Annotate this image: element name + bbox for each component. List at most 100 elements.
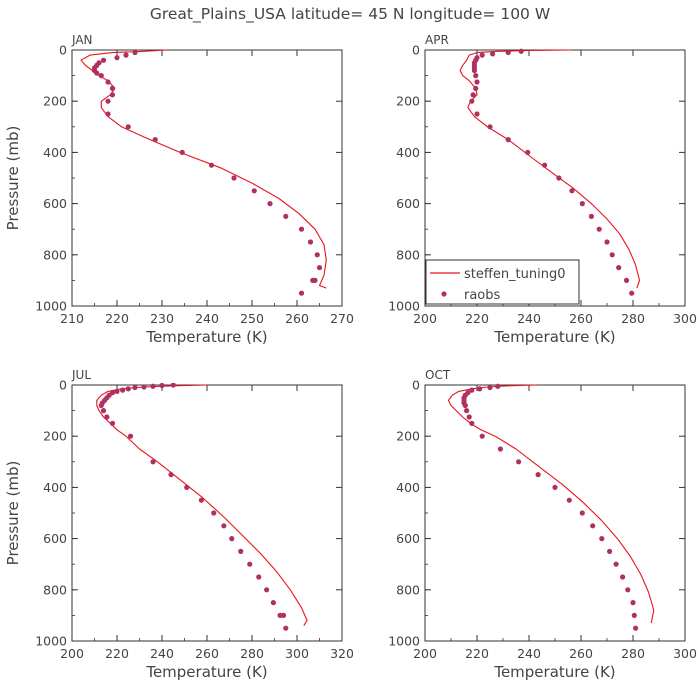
y-tick-label: 200 [43,429,67,444]
y-tick-label: 600 [43,196,67,211]
obs-point [505,137,511,143]
obs-point [473,85,479,91]
y-tick-label: 400 [43,145,67,160]
obs-point [221,523,227,529]
obs-point [469,387,475,393]
obs-point [247,561,253,567]
x-tick-label: 260 [569,311,593,326]
y-tick-label: 200 [43,94,67,109]
obs-point [264,587,270,593]
obs-point [487,124,493,130]
obs-point [125,386,131,392]
obs-point [490,51,496,57]
x-tick-label: 230 [150,311,174,326]
y-tick-label: 800 [43,247,67,262]
figure-title: Great_Plains_USA latitude= 45 N longitud… [150,5,550,24]
obs-point [470,92,476,98]
obs-point [607,548,613,555]
y-tick-label: 1000 [35,299,67,314]
obs-point [105,98,111,104]
y-tick-label: 200 [396,429,420,444]
series-line-steffen_tuning0 [96,384,308,626]
x-tick-label: 260 [569,646,593,661]
obs-point [479,433,485,439]
obs-point [566,497,572,503]
obs-point [229,536,235,542]
obs-point [599,536,605,542]
obs-point [535,472,541,478]
obs-point [310,277,316,283]
x-tick-label: 260 [195,646,219,661]
obs-point [184,484,190,490]
x-axis-label: Temperature (K) [493,663,615,681]
obs-point [152,137,158,143]
obs-point [314,252,320,258]
obs-point [270,600,276,606]
panel-label: APR [425,33,449,47]
obs-point [94,70,100,76]
obs-point [620,574,626,580]
obs-point [469,98,475,104]
obs-point [518,48,524,54]
panel-label: OCT [425,368,451,382]
x-tick-label: 320 [330,646,354,661]
obs-point [625,587,631,593]
obs-point [525,149,531,155]
x-tick-label: 300 [673,311,697,326]
obs-point [179,149,185,155]
x-tick-label: 250 [240,311,264,326]
obs-point [105,111,111,117]
x-axis-label: Temperature (K) [145,328,267,346]
y-tick-label: 400 [43,480,67,495]
x-tick-label: 220 [105,646,129,661]
obs-point [474,79,480,85]
obs-point [123,52,129,58]
obs-point [579,510,585,516]
obs-point [168,472,174,478]
y-tick-label: 400 [396,480,420,495]
panel-oct: 200 220 240 260 280 300 0 200 400 600 800 1000 Tempe… [388,368,697,681]
x-tick-label: 280 [621,311,645,326]
obs-point [633,625,639,631]
obs-point [251,188,257,194]
x-tick-label: 270 [330,311,354,326]
x-tick-label: 200 [60,646,84,661]
obs-point [104,414,110,420]
obs-point [127,433,134,439]
obs-point [150,383,156,389]
obs-point [298,290,305,296]
legend-dot-swatch [441,291,447,297]
obs-point [588,213,595,219]
x-tick-label: 240 [195,311,219,326]
plot-frame [424,384,686,642]
x-tick-label: 280 [621,646,645,661]
obs-point [616,265,622,271]
data-layer [447,383,655,631]
y-tick-label: 800 [396,247,420,262]
obs-point [170,383,176,388]
x-tick-label: 300 [673,646,697,661]
obs-point [256,574,262,580]
y-tick-label: 0 [412,378,420,393]
y-tick-label: 200 [396,94,420,109]
obs-point [569,188,575,194]
obs-point [100,408,107,414]
series-line-steffen_tuning0 [459,49,641,289]
series-line-steffen_tuning0 [447,384,655,624]
panel-label: JUL [71,368,91,382]
y-tick-label: 800 [396,582,420,597]
obs-point [623,277,630,283]
obs-point [604,239,610,245]
obs-point [132,384,138,391]
obs-point [238,548,244,555]
obs-point [267,201,273,207]
x-tick-label: 260 [285,311,309,326]
x-tick-label: 220 [465,311,489,326]
obs-point [474,111,480,117]
obs-point [105,79,111,85]
obs-point [231,175,237,181]
obs-point [469,420,475,426]
x-axis-label: Temperature (K) [145,663,267,681]
obs-point [283,625,289,631]
y-tick-label: 0 [59,378,67,393]
